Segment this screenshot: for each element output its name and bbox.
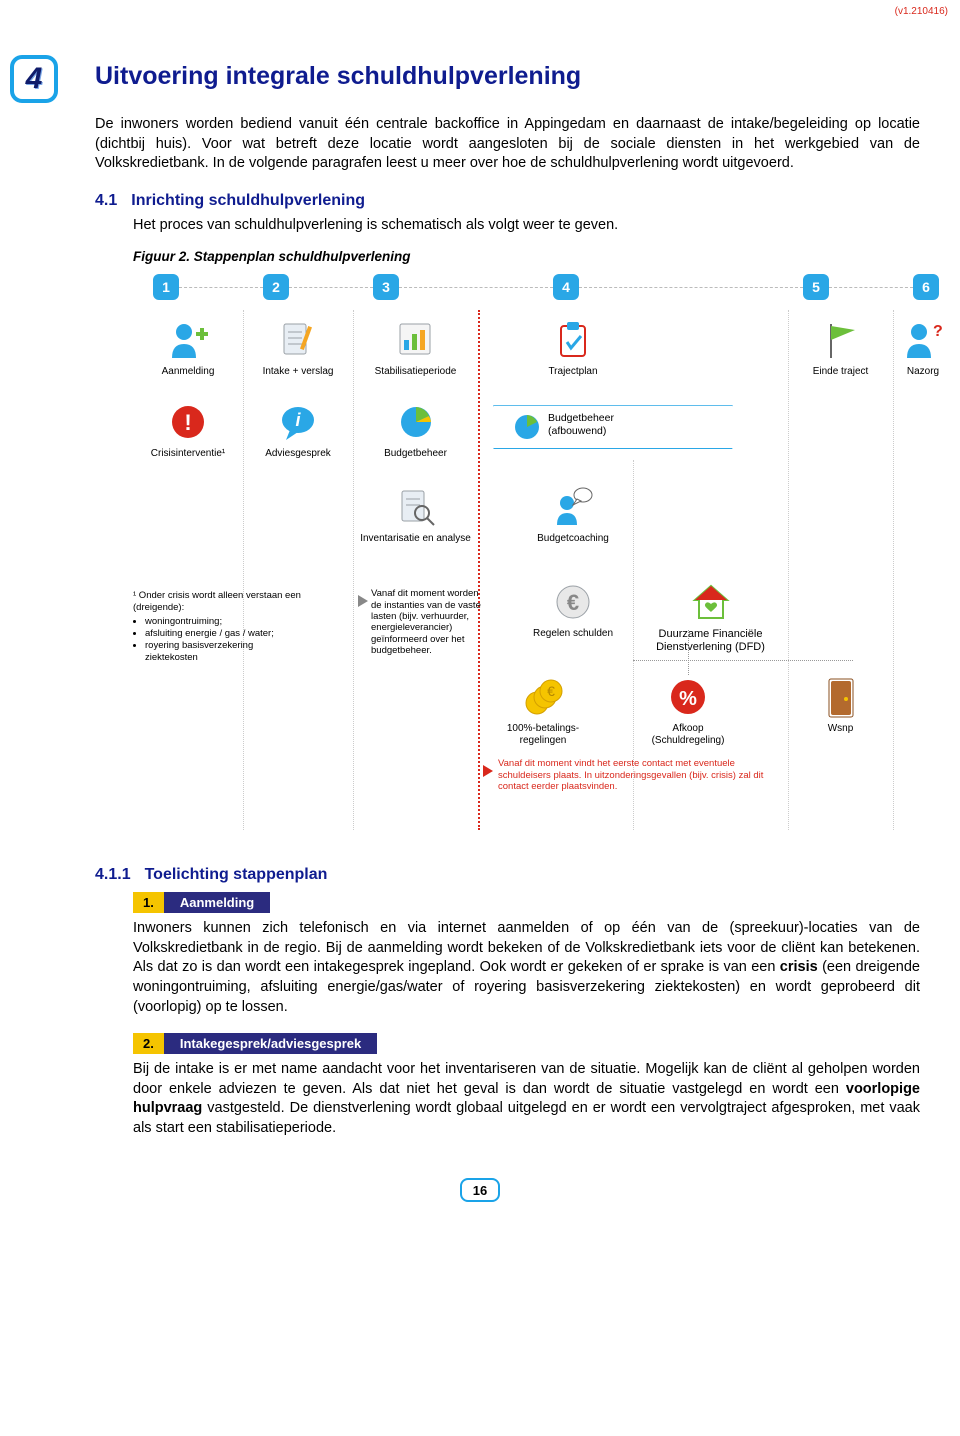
footnote-head: ¹ Onder crisis wordt alleen verstaan een… [133,590,303,614]
cell-dfd: Duurzame Financiële Dienstverlening (DFD… [638,580,783,653]
cell-invent: Inventarisatie en analyse [353,485,478,545]
label: Wsnp [788,723,893,735]
banner-label: Budgetbeheer (afbouwend) [548,412,614,437]
subsection-title: Toelichting stappenplan [145,866,328,884]
step-pill-2: 2 [263,274,289,300]
label: Afkoop (Schuldregeling) [628,723,748,746]
paragraph-intake: Bij de intake is er met name aandacht vo… [133,1060,920,1138]
step-pill-5: 5 [803,274,829,300]
svg-text:€: € [567,590,579,615]
cell-100betalings: € 100%-betalings- regelingen [483,675,603,746]
chapter-number: 4 [14,59,54,99]
section-title: Inrichting schuldhulpverlening [131,192,365,210]
cell-traject: Trajectplan [513,318,633,378]
svg-text:!: ! [184,410,191,435]
step-header: 1 2 3 4 5 6 [133,274,953,300]
chart-bar-icon [394,318,438,362]
cell-afkoop: % Afkoop (Schuldregeling) [628,675,748,746]
label: 100%-betalings- regelingen [483,723,603,746]
person-plus-icon [166,318,210,362]
step-title: Aanmelding [164,892,270,913]
step-pill-4: 4 [553,274,579,300]
cell-regelen: € Regelen schulden [513,580,633,640]
step-pill-1: 1 [153,274,179,300]
cell-nazorg: ? Nazorg [893,318,953,378]
cell-aanmelding: Aanmelding [133,318,243,378]
label: Aanmelding [133,366,243,378]
step-number: 1. [133,892,164,913]
person-speech-icon [551,485,595,529]
footnote-item: royering basisverzekering ziektekosten [145,640,303,664]
intro-paragraph: De inwoners worden bediend vanuit één ce… [95,115,920,174]
search-doc-icon [394,485,438,529]
label: Adviesgesprek [243,448,353,460]
door-icon [819,675,863,719]
cell-crisis: ! Crisisinterventie¹ [133,400,243,460]
cell-advies: i Adviesgesprek [243,400,353,460]
svg-text:?: ? [933,323,943,340]
step-pill-6: 6 [913,274,939,300]
coins-icon: € [521,675,565,719]
label: Budgetcoaching [513,533,633,545]
cell-stabil: Stabilisatieperiode [353,318,478,378]
label: Budgetbeheer [353,448,478,460]
cell-einde: Einde traject [788,318,893,378]
flag-icon [819,318,863,362]
banner-budgetbeheer: Budgetbeheer (afbouwend) [493,405,733,449]
label: Trajectplan [513,366,633,378]
euro-icon: € [551,580,595,624]
step-pill-3: 3 [373,274,399,300]
section-body: Het proces van schuldhulpverlening is sc… [133,216,920,236]
label: Stabilisatieperiode [353,366,478,378]
house-heart-icon [689,580,733,624]
document-pencil-icon [276,318,320,362]
page-number: 16 [460,1178,500,1202]
mid-note: Vanaf dit moment worden de instanties va… [371,588,481,656]
page-title: Uitvoering integrale schuldhulpverlening [95,62,920,91]
step-title: Intakegesprek/adviesgesprek [164,1033,377,1054]
label: Nazorg [893,366,953,378]
arrow-icon-red [483,765,493,777]
info-bubble-icon: i [276,400,320,444]
crisis-footnote: ¹ Onder crisis wordt alleen verstaan een… [133,590,303,663]
svg-text:€: € [547,683,555,699]
cell-budgetbeheer: Budgetbeheer [353,400,478,460]
paragraph-aanmelding: Inwoners kunnen zich telefonisch en via … [133,919,920,1017]
alert-icon: ! [166,400,210,444]
footnote-item: afsluiting energie / gas / water; [145,628,303,640]
arrow-icon [358,595,368,607]
cell-wsnp: Wsnp [788,675,893,735]
subsection-number: 4.1.1 [95,866,131,884]
percent-icon: % [666,675,710,719]
step-bar-1: 1. Aanmelding [133,892,920,913]
cell-intake: Intake + verslag [243,318,353,378]
label: Inventarisatie en analyse [353,533,478,545]
step-number: 2. [133,1033,164,1054]
version-tag: (v1.210416) [895,6,948,17]
clipboard-check-icon [551,318,595,362]
figure-caption: Figuur 2. Stappenplan schuldhulpverlenin… [133,249,920,264]
section-number: 4.1 [95,192,117,210]
step-bar-2: 2. Intakegesprek/adviesgesprek [133,1033,920,1054]
label: Regelen schulden [513,628,633,640]
figure-grid: Aanmelding Intake + verslag Stabilisatie… [133,310,953,830]
footnote-item: woningontruiming; [145,616,303,628]
label: Crisisinterventie¹ [133,448,243,460]
cell-coaching: Budgetcoaching [513,485,633,545]
label: Einde traject [788,366,893,378]
pie-chart-icon [394,400,438,444]
label: Duurzame Financiële Dienstverlening (DFD… [638,628,783,653]
person-question-icon: ? [901,318,945,362]
process-figure: 1 2 3 4 5 6 Aanmelding [133,274,953,830]
label: Intake + verslag [243,366,353,378]
red-note: Vanaf dit moment vindt het eerste contac… [498,758,778,792]
svg-text:%: % [679,688,697,710]
chapter-badge: 4 [10,55,58,103]
